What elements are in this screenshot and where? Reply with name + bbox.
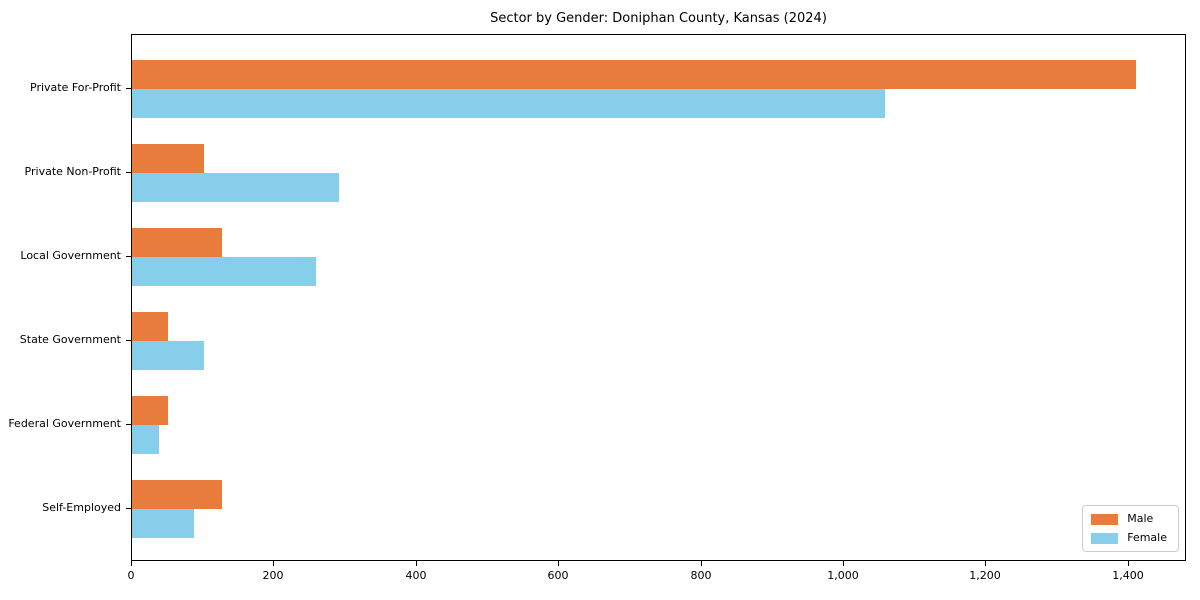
y-axis-label: Self-Employed: [42, 501, 121, 514]
x-tick-mark: [558, 561, 559, 566]
bar-male-self-employed: [132, 480, 222, 509]
y-axis-label: Private Non-Profit: [24, 165, 121, 178]
x-tick-label: 1,200: [969, 569, 1001, 582]
x-tick-mark: [416, 561, 417, 566]
x-tick-label: 800: [690, 569, 712, 582]
x-tick-label: 0: [127, 569, 135, 582]
legend-label: Female: [1127, 531, 1167, 544]
x-tick-mark: [1128, 561, 1129, 566]
plot-area: Male Female: [131, 34, 1186, 561]
x-tick-mark: [843, 561, 844, 566]
bar-female-self-employed: [132, 509, 194, 538]
legend-label: Male: [1127, 512, 1154, 525]
bar-male-private-for-profit: [132, 60, 1136, 89]
x-tick-mark: [985, 561, 986, 566]
y-axis-label: Local Government: [20, 249, 121, 262]
x-tick-mark: [273, 561, 274, 566]
bar-male-state-government: [132, 312, 168, 341]
y-tick-mark: [126, 172, 131, 173]
x-tick-label: 1,000: [827, 569, 859, 582]
legend-item-male: Male: [1091, 513, 1167, 525]
bar-male-private-non-profit: [132, 144, 204, 173]
bar-female-private-non-profit: [132, 173, 339, 202]
bar-female-private-for-profit: [132, 89, 885, 118]
legend: Male Female: [1082, 505, 1179, 552]
bar-male-local-government: [132, 228, 222, 257]
x-tick-label: 200: [262, 569, 284, 582]
y-tick-mark: [126, 508, 131, 509]
bar-female-federal-government: [132, 425, 159, 454]
y-axis-label: Federal Government: [8, 417, 121, 430]
bar-female-state-government: [132, 341, 204, 370]
y-tick-mark: [126, 256, 131, 257]
y-tick-mark: [126, 340, 131, 341]
y-tick-mark: [126, 424, 131, 425]
x-tick-label: 400: [405, 569, 427, 582]
x-tick-mark: [701, 561, 702, 566]
legend-swatch-female: [1091, 532, 1119, 544]
x-tick-mark: [131, 561, 132, 566]
chart-title: Sector by Gender: Doniphan County, Kansa…: [490, 11, 827, 26]
y-tick-mark: [126, 88, 131, 89]
legend-swatch-male: [1091, 513, 1119, 525]
y-axis-label: State Government: [19, 333, 121, 346]
x-tick-label: 600: [547, 569, 569, 582]
x-tick-label: 1,400: [1112, 569, 1144, 582]
bar-male-federal-government: [132, 396, 168, 425]
y-axis-label: Private For-Profit: [30, 81, 121, 94]
bar-female-local-government: [132, 257, 316, 286]
legend-item-female: Female: [1091, 532, 1167, 544]
